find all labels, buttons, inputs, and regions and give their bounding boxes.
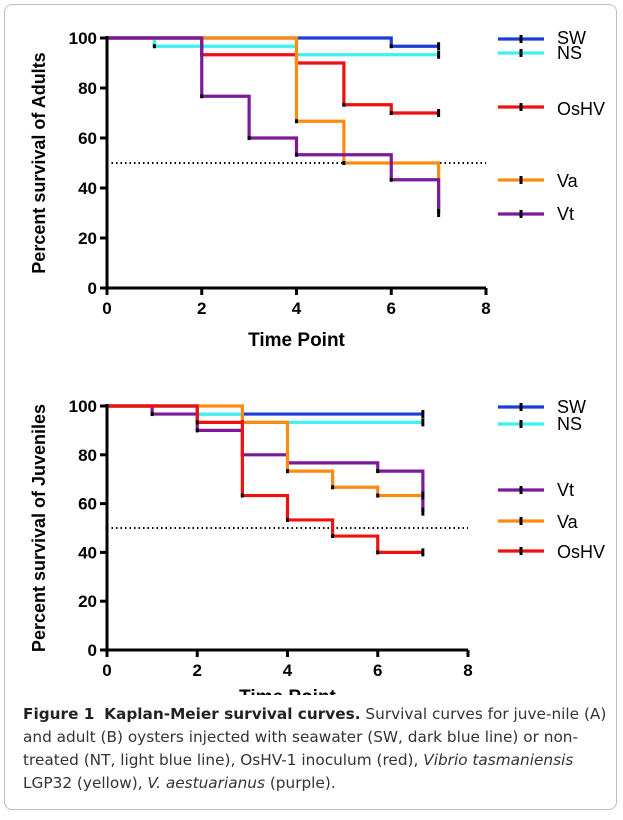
juveniles-x-tick-label: 0: [102, 661, 111, 680]
caption-text-1: Survival curves for juve-nile (A) and ad…: [23, 705, 607, 769]
juveniles-survival-chart: 0 20 40 60 80 100 0 2 4 6 8 Percent survival of Juv…: [29, 397, 605, 695]
juveniles-x-axis-title: Time Point: [239, 687, 336, 695]
adults-legend-label-ns: NS: [557, 43, 582, 63]
adults-y-tick-label: 20: [78, 229, 97, 248]
adults-series-oshv-line: [107, 36, 439, 115]
adults-x-tick-label: 6: [387, 299, 396, 318]
adults-legend-label-oshv: OsHV: [557, 99, 605, 119]
adults-y-tick-label: 40: [78, 179, 97, 198]
caption-title: Kaplan-Meier survival curves.: [104, 705, 361, 723]
juveniles-x-tick-label: 8: [463, 661, 472, 680]
adults-x-tick-label: 4: [292, 299, 302, 318]
juveniles-legend-label-sw: SW: [557, 397, 586, 417]
adults-y-tick-label: 0: [88, 279, 97, 298]
juveniles-y-tick-label: 20: [78, 592, 97, 611]
adults-x-tick-label: 8: [481, 299, 490, 318]
juveniles-series-va-line: [107, 404, 423, 498]
adults-y-tick-label: 80: [78, 79, 97, 98]
caption-label: Figure 1: [23, 705, 95, 723]
adults-x-tick-label: 2: [197, 299, 206, 318]
juveniles-y-tick-label: 40: [78, 543, 97, 562]
caption-italic-1: Vibrio tasmaniensis: [423, 751, 574, 769]
juveniles-y-tick-label: 0: [88, 641, 97, 660]
juveniles-series-oshv-line: [107, 404, 423, 554]
adults-series-va-line: [107, 36, 441, 205]
caption-text-2: LGP32 (yellow),: [23, 774, 148, 792]
juveniles-legend-label-ns: NS: [557, 414, 582, 434]
juveniles-legend-label-va: Va: [557, 512, 579, 532]
juveniles-y-tick-label: 100: [69, 397, 97, 416]
adults-survival-chart: 0 20 40 60 80 100 0 2 4 6 8 Percent survival of Adu…: [29, 28, 605, 351]
caption-italic-2: V. aestuarianus: [147, 774, 265, 792]
juveniles-y-tick-label: 80: [78, 446, 97, 465]
figure-caption: Figure 1 Kaplan-Meier survival curves. S…: [23, 703, 613, 795]
adults-legend-label-va: Va: [557, 171, 579, 191]
figure-panel: 0 20 40 60 80 100 0 2 4 6 8 Percent survival of Adu…: [4, 4, 617, 810]
juveniles-y-tick-label: 60: [78, 495, 97, 514]
adults-x-tick-label: 0: [102, 299, 111, 318]
adults-series-ns-line: [107, 36, 439, 57]
caption-text-3: (purple).: [264, 774, 336, 792]
adults-y-axis-title: Percent survival of Adults: [29, 52, 49, 273]
juveniles-x-tick-label: 2: [193, 661, 202, 680]
adults-y-tick-label: 60: [78, 129, 97, 148]
juveniles-x-tick-label: 4: [283, 661, 293, 680]
juveniles-legend-label-oshv: OsHV: [557, 542, 605, 562]
juveniles-legend-label-vt: Vt: [557, 480, 574, 500]
adults-x-axis-title: Time Point: [248, 330, 345, 351]
adults-y-tick-label: 100: [69, 29, 97, 48]
adults-series-vt-line: [107, 36, 441, 213]
adults-legend-label-vt: Vt: [557, 204, 574, 224]
juveniles-y-axis-title: Percent survival of Juveniles: [29, 404, 49, 652]
juveniles-x-tick-label: 6: [373, 661, 382, 680]
adults-legend-label-sw: SW: [557, 28, 586, 48]
